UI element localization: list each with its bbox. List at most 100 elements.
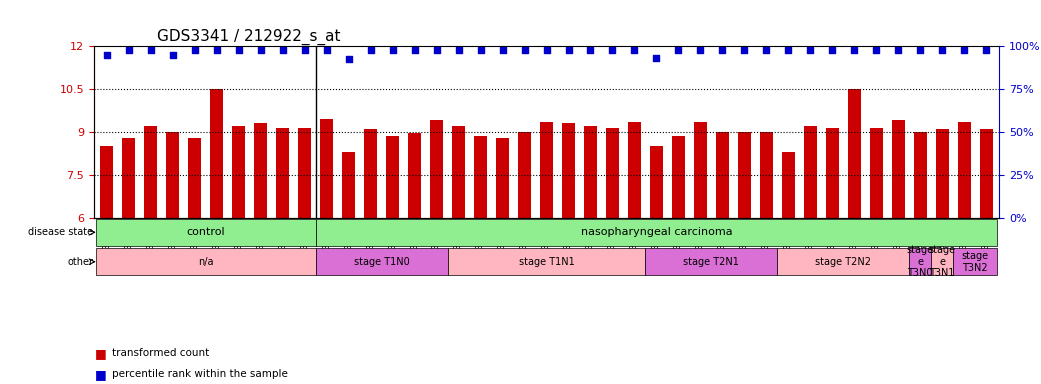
Point: [230, 47, 247, 53]
Point: [516, 47, 533, 53]
Point: [384, 47, 401, 53]
Bar: [826, 127, 839, 218]
Bar: [738, 132, 751, 218]
Point: [736, 47, 753, 53]
FancyBboxPatch shape: [932, 248, 954, 275]
Point: [560, 47, 577, 53]
Bar: [145, 126, 157, 218]
Point: [451, 47, 467, 53]
Point: [319, 47, 335, 53]
Text: GDS3341 / 212922_s_at: GDS3341 / 212922_s_at: [157, 28, 340, 45]
Point: [670, 47, 687, 53]
Point: [494, 47, 511, 53]
Text: stage
e
T3N1: stage e T3N1: [929, 245, 956, 278]
Bar: [671, 136, 685, 218]
FancyBboxPatch shape: [315, 219, 997, 245]
Bar: [650, 146, 663, 218]
Text: transformed count: transformed count: [112, 348, 209, 358]
Bar: [167, 132, 179, 218]
Bar: [364, 129, 377, 218]
FancyBboxPatch shape: [645, 248, 778, 275]
Bar: [936, 129, 948, 218]
Text: ■: ■: [95, 347, 106, 360]
Bar: [342, 152, 355, 218]
Point: [977, 47, 994, 53]
Bar: [122, 137, 135, 218]
FancyBboxPatch shape: [909, 248, 932, 275]
Text: stage T1N0: stage T1N0: [354, 257, 409, 267]
Point: [164, 51, 181, 58]
Point: [143, 47, 159, 53]
Bar: [452, 126, 465, 218]
Bar: [276, 127, 289, 218]
Bar: [430, 120, 443, 218]
Point: [428, 47, 445, 53]
Point: [956, 47, 972, 53]
Point: [252, 47, 269, 53]
Bar: [562, 123, 575, 218]
Text: stage T1N1: stage T1N1: [518, 257, 575, 267]
Bar: [298, 127, 311, 218]
FancyBboxPatch shape: [96, 248, 315, 275]
Bar: [869, 127, 883, 218]
Text: n/a: n/a: [198, 257, 213, 267]
Bar: [760, 132, 772, 218]
Text: percentile rank within the sample: percentile rank within the sample: [112, 369, 288, 379]
Point: [208, 47, 225, 53]
Bar: [804, 126, 817, 218]
Point: [582, 47, 599, 53]
Text: disease state: disease state: [28, 227, 94, 237]
Point: [362, 47, 379, 53]
Bar: [496, 137, 509, 218]
Point: [934, 47, 950, 53]
Point: [890, 47, 907, 53]
Bar: [320, 119, 333, 218]
Point: [538, 47, 555, 53]
Bar: [892, 120, 905, 218]
FancyBboxPatch shape: [315, 248, 448, 275]
Point: [340, 56, 357, 62]
FancyBboxPatch shape: [96, 219, 315, 245]
Text: stage T2N1: stage T2N1: [684, 257, 739, 267]
Text: ■: ■: [95, 368, 106, 381]
Point: [626, 47, 642, 53]
Point: [780, 47, 796, 53]
Point: [297, 47, 313, 53]
Bar: [540, 122, 553, 218]
Bar: [914, 132, 926, 218]
Point: [868, 47, 885, 53]
Point: [99, 51, 116, 58]
Bar: [408, 133, 422, 218]
Point: [186, 47, 203, 53]
Bar: [606, 127, 619, 218]
Bar: [100, 146, 113, 218]
Point: [802, 47, 818, 53]
Text: control: control: [186, 227, 225, 237]
Point: [714, 47, 731, 53]
Point: [275, 47, 291, 53]
Bar: [782, 152, 795, 218]
Point: [824, 47, 841, 53]
Point: [649, 55, 665, 61]
Text: stage
T3N2: stage T3N2: [962, 251, 989, 273]
Bar: [386, 136, 400, 218]
Bar: [188, 137, 201, 218]
FancyBboxPatch shape: [448, 248, 645, 275]
Bar: [693, 122, 707, 218]
Point: [692, 47, 709, 53]
Text: stage
e
T3N0: stage e T3N0: [907, 245, 934, 278]
Point: [604, 47, 620, 53]
Point: [912, 47, 929, 53]
Bar: [847, 89, 861, 218]
Bar: [980, 129, 993, 218]
Bar: [518, 132, 531, 218]
FancyBboxPatch shape: [778, 248, 909, 275]
Point: [121, 47, 137, 53]
Bar: [958, 122, 971, 218]
Text: nasopharyngeal carcinoma: nasopharyngeal carcinoma: [581, 227, 732, 237]
Point: [406, 47, 423, 53]
Bar: [254, 123, 268, 218]
Text: other: other: [68, 257, 94, 267]
Bar: [474, 136, 487, 218]
Bar: [232, 126, 246, 218]
